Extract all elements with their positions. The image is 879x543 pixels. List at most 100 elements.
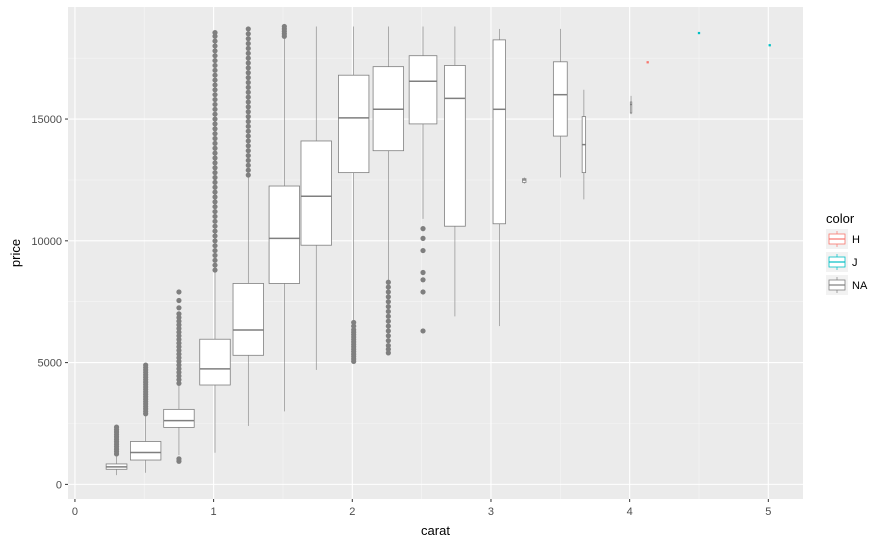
outlier-point bbox=[385, 294, 391, 300]
boxes-layer bbox=[105, 26, 771, 476]
outlier-point bbox=[212, 160, 218, 166]
outlier-point bbox=[245, 65, 251, 71]
outlier-point bbox=[385, 328, 391, 334]
outlier-point bbox=[245, 79, 251, 86]
box-NA bbox=[300, 26, 332, 370]
outlier-point bbox=[176, 314, 182, 321]
outlier-point bbox=[176, 329, 182, 335]
outlier-point bbox=[212, 233, 218, 239]
outlier-point bbox=[212, 150, 218, 156]
outlier-point bbox=[176, 369, 182, 375]
box-body bbox=[232, 283, 264, 356]
outlier-point bbox=[212, 101, 218, 108]
box-H bbox=[646, 61, 649, 64]
box-body bbox=[408, 55, 438, 125]
outlier-point bbox=[212, 131, 218, 137]
outlier-point bbox=[245, 70, 251, 76]
outlier-point bbox=[212, 38, 218, 44]
outlier-point bbox=[176, 325, 182, 332]
outlier-point bbox=[245, 138, 251, 144]
outlier-point bbox=[281, 23, 287, 30]
outlier-point bbox=[176, 344, 182, 350]
box-body bbox=[130, 441, 162, 461]
outlier-point bbox=[385, 318, 391, 324]
outlier-point bbox=[245, 50, 251, 56]
outlier-point bbox=[212, 116, 218, 122]
box-body bbox=[444, 65, 466, 227]
outlier-point bbox=[351, 323, 357, 329]
outlier-point bbox=[245, 94, 251, 100]
outlier-point bbox=[245, 148, 251, 154]
outlier-point bbox=[385, 338, 391, 344]
outlier-point bbox=[212, 179, 218, 185]
outlier-point bbox=[212, 189, 218, 195]
outlier-point bbox=[420, 235, 426, 241]
outlier-point bbox=[385, 323, 391, 329]
outlier-point bbox=[420, 226, 426, 232]
outlier-point bbox=[176, 456, 182, 462]
outlier-point bbox=[176, 333, 182, 339]
outlier-point bbox=[385, 303, 391, 310]
outlier-point bbox=[245, 26, 251, 32]
outlier-point bbox=[176, 340, 182, 346]
legend: color HJ NA bbox=[826, 211, 868, 295]
box-body bbox=[199, 338, 231, 386]
outlier-point bbox=[245, 123, 251, 129]
outlier-point bbox=[245, 89, 251, 95]
outlier-point bbox=[212, 238, 218, 244]
outlier-point bbox=[245, 84, 251, 90]
outlier-point bbox=[420, 277, 426, 283]
outlier-point bbox=[385, 308, 391, 315]
outlier-point bbox=[245, 128, 251, 134]
outlier-point bbox=[351, 327, 357, 333]
y-tick-label: 5000 bbox=[38, 358, 62, 370]
x-tick-label: 3 bbox=[488, 506, 494, 518]
y-tick-label: 0 bbox=[56, 479, 62, 491]
outlier-point bbox=[245, 31, 251, 37]
outlier-point bbox=[212, 111, 218, 117]
outlier-point bbox=[385, 333, 391, 339]
legend-title: color bbox=[826, 211, 855, 226]
y-tick-label: 15000 bbox=[31, 114, 62, 126]
outlier-point bbox=[176, 347, 182, 354]
box-body bbox=[163, 408, 195, 428]
outlier-point bbox=[245, 36, 251, 42]
legend-label-NA: NA bbox=[852, 280, 868, 292]
outlier-point bbox=[176, 351, 182, 357]
legend-label-H: H bbox=[852, 234, 860, 246]
outlier-point bbox=[245, 104, 251, 110]
box-NA bbox=[130, 415, 162, 473]
box-NA bbox=[163, 385, 195, 456]
outlier-point bbox=[420, 247, 426, 254]
box-body bbox=[338, 74, 370, 174]
outlier-point bbox=[212, 145, 218, 151]
y-axis: 0 5000 10000 15000 bbox=[31, 114, 68, 491]
legend-label-J: J bbox=[852, 257, 858, 269]
outlier-point bbox=[212, 213, 218, 220]
outlier-point bbox=[212, 96, 218, 103]
outlier-point bbox=[176, 380, 182, 386]
outlier-point bbox=[212, 199, 218, 205]
outlier-point bbox=[176, 297, 182, 304]
outlier-point bbox=[212, 92, 218, 98]
outlier-point bbox=[212, 218, 218, 224]
outlier-point bbox=[176, 336, 182, 343]
outlier-point bbox=[176, 362, 182, 368]
outlier-point bbox=[385, 346, 391, 352]
outlier-point bbox=[245, 45, 251, 52]
legend-key-NA: NA bbox=[826, 275, 868, 295]
outlier-point bbox=[176, 358, 182, 364]
outlier-point bbox=[212, 257, 218, 263]
outlier-point bbox=[212, 135, 218, 142]
outlier-point bbox=[385, 350, 391, 356]
outlier-point bbox=[212, 106, 218, 112]
outlier-point bbox=[245, 114, 251, 120]
outlier-point bbox=[385, 313, 391, 319]
outlier-point bbox=[212, 243, 218, 249]
legend-key-J: J bbox=[826, 252, 858, 272]
x-tick-label: 4 bbox=[627, 506, 633, 518]
outlier-point bbox=[176, 289, 182, 295]
outlier-point bbox=[212, 247, 218, 254]
outlier-point bbox=[385, 279, 391, 285]
